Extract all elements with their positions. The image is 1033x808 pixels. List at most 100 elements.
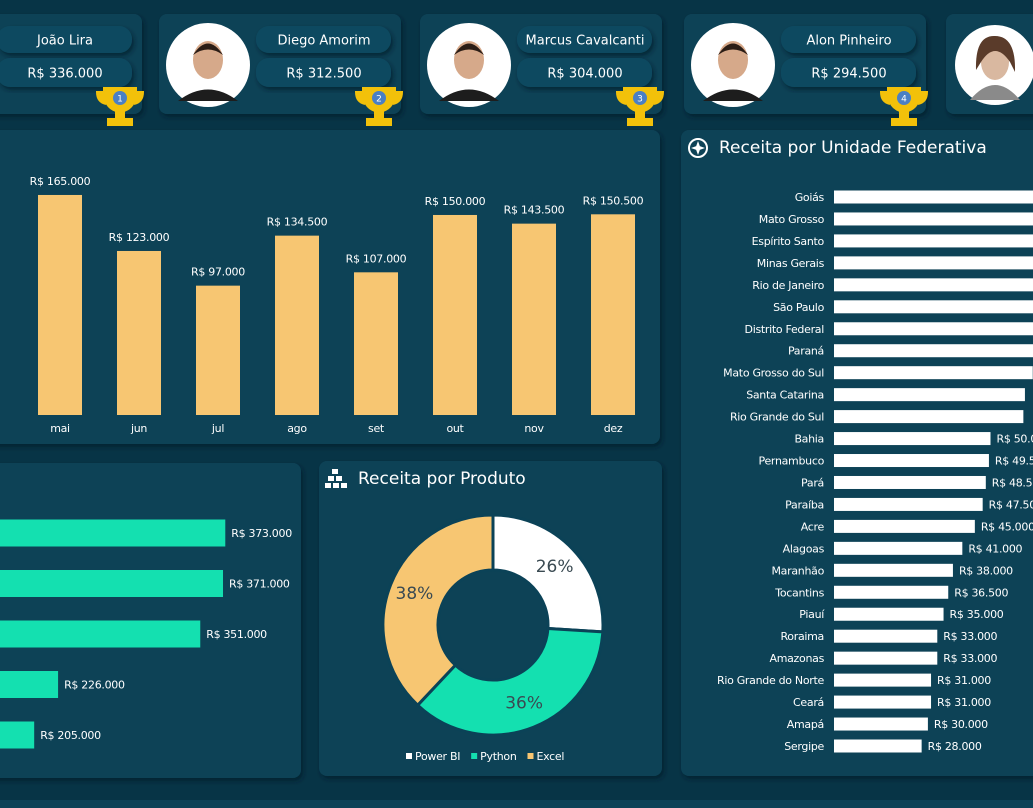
bar bbox=[0, 620, 201, 648]
x-tick-label: out bbox=[446, 422, 464, 435]
bar bbox=[0, 519, 226, 547]
uf-panel bbox=[681, 130, 1033, 776]
bar bbox=[834, 695, 932, 709]
bar bbox=[512, 223, 556, 415]
bar bbox=[834, 410, 1024, 424]
footer-strip bbox=[0, 800, 1033, 808]
seller-revenue: R$ 336.000 bbox=[27, 67, 102, 82]
value-label: R$ 50.000 bbox=[997, 433, 1033, 446]
legend-label: Excel bbox=[537, 750, 565, 763]
name-pill bbox=[781, 26, 916, 53]
name-pill bbox=[0, 26, 132, 53]
legend-label: Python bbox=[480, 750, 517, 763]
value-label: R$ 41.000 bbox=[968, 542, 1022, 555]
y-tick-label: Tocantins bbox=[774, 586, 824, 599]
value-label: R$ 38.000 bbox=[959, 564, 1013, 577]
name-pill bbox=[517, 26, 652, 53]
revenue-pill bbox=[0, 58, 132, 87]
y-tick-label: Rio de Janeiro bbox=[752, 279, 824, 292]
avatar-shirt bbox=[703, 89, 763, 101]
bar bbox=[834, 344, 1033, 358]
value-label: R$ 226.000 bbox=[64, 679, 125, 692]
name-pill bbox=[256, 26, 391, 53]
y-tick-label: Espírito Santo bbox=[752, 235, 825, 248]
value-label: R$ 351.000 bbox=[206, 628, 267, 641]
bar bbox=[0, 570, 224, 597]
y-tick-label: Amazonas bbox=[769, 652, 824, 665]
y-tick-label: Mato Grosso bbox=[759, 213, 825, 226]
y-tick-label: Acre bbox=[801, 520, 825, 533]
bar bbox=[834, 234, 1033, 248]
value-label: R$ 48.500 bbox=[992, 476, 1033, 489]
avatar bbox=[427, 23, 511, 107]
chart-title: Receita por Produto bbox=[358, 469, 526, 489]
bar bbox=[117, 250, 161, 415]
value-label: R$ 47.500 bbox=[989, 498, 1033, 511]
avatar-hair bbox=[718, 43, 748, 55]
y-tick-label: São Paulo bbox=[773, 301, 824, 314]
y-tick-label: Mato Grosso do Sul bbox=[723, 367, 824, 380]
y-tick-label: Ceará bbox=[793, 696, 824, 709]
value-label: R$ 373.000 bbox=[231, 527, 292, 540]
value-label: 26% bbox=[536, 557, 574, 577]
y-tick-label: Amapá bbox=[787, 718, 824, 731]
value-label: R$ 45.000 bbox=[981, 520, 1033, 533]
value-label: R$ 150.500 bbox=[583, 194, 644, 207]
bar bbox=[591, 214, 635, 415]
bar bbox=[834, 322, 1033, 336]
value-label: R$ 30.000 bbox=[934, 718, 988, 731]
slice bbox=[415, 626, 605, 737]
legend-label: Power BI bbox=[415, 750, 460, 763]
y-tick-label: Santa Catarina bbox=[746, 389, 824, 402]
bar bbox=[834, 585, 949, 599]
compass-icon bbox=[688, 138, 708, 158]
bar bbox=[834, 607, 944, 621]
trophy bbox=[879, 87, 929, 126]
bar bbox=[834, 190, 1033, 204]
value-label: 38% bbox=[396, 584, 434, 604]
seller-revenue: R$ 294.500 bbox=[811, 67, 886, 82]
slice bbox=[491, 513, 605, 634]
bar bbox=[834, 673, 932, 687]
avatar-hair bbox=[454, 43, 484, 55]
avatar-shirt bbox=[439, 89, 499, 101]
revenue-pill bbox=[256, 58, 391, 87]
x-tick-label: nov bbox=[524, 422, 544, 435]
y-tick-label: Rio Grande do Sul bbox=[730, 411, 824, 424]
bar bbox=[834, 366, 1033, 380]
bar bbox=[834, 739, 922, 753]
value-label: R$ 97.000 bbox=[191, 266, 245, 279]
value-label: R$ 107.000 bbox=[346, 252, 407, 265]
seller-name: Alon Pinheiro bbox=[806, 34, 891, 49]
monthly-panel bbox=[0, 130, 660, 444]
seller-name: João Lira bbox=[36, 34, 93, 49]
y-tick-label: Pernambuco bbox=[759, 455, 825, 468]
bar bbox=[834, 212, 1033, 226]
chart-title: Receita por Unidade Federativa bbox=[719, 138, 987, 158]
y-tick-label: Pará bbox=[801, 476, 824, 489]
trophy bbox=[615, 87, 665, 126]
rank-badge bbox=[897, 91, 911, 105]
revenue-pill bbox=[517, 58, 652, 87]
y-tick-label: Maranhão bbox=[771, 564, 824, 577]
slice bbox=[381, 513, 495, 708]
value-label: 36% bbox=[505, 694, 543, 714]
y-tick-label: Goiás bbox=[795, 191, 825, 204]
bar bbox=[275, 235, 319, 415]
bar bbox=[834, 651, 938, 665]
y-tick-label: Paraíba bbox=[785, 498, 824, 511]
legend-swatch bbox=[527, 753, 534, 759]
x-tick-label: mai bbox=[50, 422, 70, 435]
bar bbox=[834, 497, 983, 511]
rank-badge bbox=[113, 91, 127, 105]
value-label: R$ 150.000 bbox=[425, 195, 486, 208]
x-tick-label: dez bbox=[604, 422, 623, 435]
seller-revenue: R$ 312.500 bbox=[286, 67, 361, 82]
value-label: R$ 36.500 bbox=[954, 586, 1008, 599]
value-label: R$ 35.000 bbox=[950, 608, 1004, 621]
legend-swatch bbox=[471, 753, 478, 759]
value-label: R$ 143.500 bbox=[504, 204, 565, 217]
seller-name: Marcus Cavalcanti bbox=[526, 34, 645, 49]
y-tick-label: Rio Grande do Norte bbox=[717, 674, 825, 687]
